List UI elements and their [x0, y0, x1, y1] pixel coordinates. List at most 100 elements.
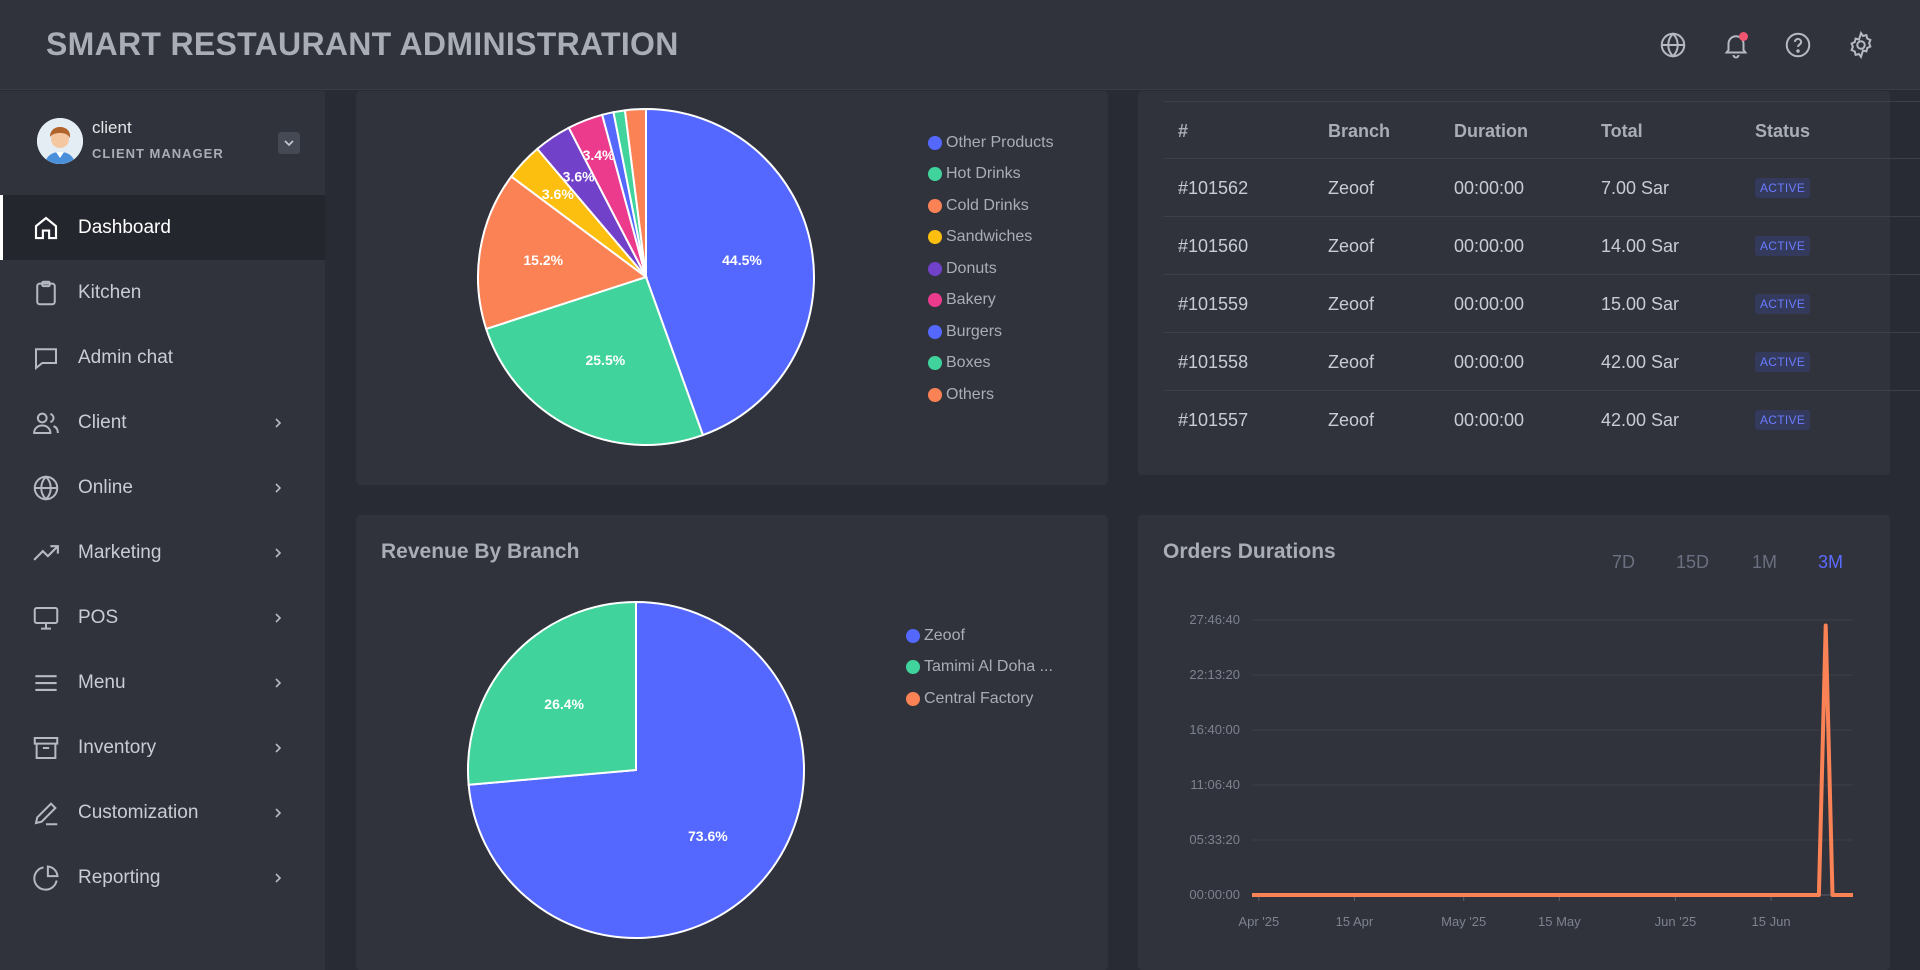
pie-slice-cold-drinks[interactable] [477, 175, 649, 331]
range-tab-3m[interactable]: 3M [1818, 552, 1844, 572]
order-branch: Zeoof [1328, 235, 1375, 256]
order-branch: Zeoof [1328, 409, 1375, 430]
sidebar-item-reporting[interactable]: Reporting [0, 845, 325, 910]
sidebar: client CLIENT MANAGER Dashboard Kitchen … [0, 91, 325, 970]
legend-item[interactable]: Others [928, 379, 1054, 411]
order-duration: 00:00:00 [1454, 293, 1525, 314]
sidebar-item-label: Kitchen [78, 281, 142, 303]
pie-slice-others[interactable] [623, 107, 647, 278]
sidebar-item-kitchen[interactable]: Kitchen [0, 260, 325, 325]
legend-item[interactable]: Zeoof [906, 620, 1053, 652]
range-tab-7d[interactable]: 7D [1612, 552, 1636, 572]
column-header-status: Status [1755, 120, 1811, 141]
legend-item[interactable]: Central Factory [906, 683, 1053, 715]
app-title: SMART RESTAURANT ADMINISTRATION [46, 26, 679, 62]
order-duration: 00:00:00 [1454, 177, 1525, 198]
table-row[interactable]: #101557 Zeoof 00:00:00 42.00 Sar ACTIVE [1163, 391, 1920, 449]
chevron-right-icon [271, 871, 285, 885]
legend-item[interactable]: Cold Drinks [928, 190, 1054, 222]
legend-label: Tamimi Al Doha ... [924, 658, 1053, 676]
order-branch: Zeoof [1328, 177, 1375, 198]
column-header-branch: Branch [1328, 120, 1391, 141]
pie-slice-burgers[interactable] [645, 107, 815, 437]
legend-label: Bakery [946, 291, 996, 309]
legend-marker [928, 261, 942, 276]
legend-item[interactable]: Tamimi Al Doha ... [906, 652, 1053, 684]
order-status: ACTIVE [1755, 217, 1811, 275]
order-id: #101558 [1178, 351, 1249, 372]
sidebar-item-admin-chat[interactable]: Admin chat [0, 325, 325, 390]
legend-item[interactable]: Burgers [928, 316, 1054, 348]
pie-slice-boxes[interactable] [484, 275, 705, 446]
pie-chart-icon [31, 863, 61, 893]
sidebar-item-label: Menu [78, 671, 126, 693]
pie-data-label: 44.5% [722, 252, 762, 268]
duration-series-line[interactable] [1252, 623, 1853, 897]
bell-icon[interactable] [1721, 30, 1751, 60]
sidebar-item-label: Marketing [78, 541, 162, 563]
legend-label: Burgers [946, 322, 1003, 340]
y-tick-label: 11:06:40 [1190, 777, 1240, 792]
sidebar-item-customization[interactable]: Customization [0, 780, 325, 845]
order-branch: Zeoof [1328, 351, 1375, 372]
legend-item[interactable]: Hot Drinks [928, 159, 1054, 191]
sidebar-item-inventory[interactable]: Inventory [0, 715, 325, 780]
sidebar-item-online[interactable]: Online [0, 455, 325, 520]
legend-item[interactable]: Bakery [928, 285, 1054, 317]
order-duration: 00:00:00 [1454, 351, 1525, 372]
sidebar-item-marketing[interactable]: Marketing [0, 520, 325, 585]
card-title: Revenue By Branch [381, 540, 580, 563]
gear-icon[interactable] [1846, 30, 1876, 60]
notification-dot [1739, 32, 1748, 41]
legend-item[interactable]: Boxes [928, 348, 1054, 380]
sidebar-item-client[interactable]: Client [0, 390, 325, 455]
help-icon[interactable] [1783, 30, 1813, 60]
order-status: ACTIVE [1755, 159, 1811, 217]
pie-data-label: 3.4% [583, 147, 615, 163]
sidebar-item-menu[interactable]: Menu [0, 650, 325, 715]
chevron-right-icon [271, 546, 285, 560]
legend-label: Zeoof [924, 626, 965, 644]
order-status: ACTIVE [1755, 391, 1811, 449]
sidebar-item-label: Dashboard [78, 216, 171, 238]
x-tick-label: 15 Jun [1752, 914, 1791, 929]
range-tab-1m[interactable]: 1M [1752, 552, 1778, 572]
pie-data-label: 3.6% [563, 169, 595, 185]
y-tick-label: 00:00:00 [1189, 887, 1240, 902]
archive-icon [31, 733, 61, 763]
orders-table-card: # Branch Duration Total Status #101562 Z… [1138, 91, 1920, 475]
pie-slice-tamimi-al-doha[interactable] [467, 600, 637, 786]
avatar[interactable] [37, 118, 83, 164]
chevron-right-icon [271, 741, 285, 755]
order-total: 42.00 Sar [1601, 351, 1680, 372]
user-role: CLIENT MANAGER [92, 146, 224, 161]
x-tick-label: Apr '25 [1238, 914, 1279, 929]
sidebar-nav: Dashboard Kitchen Admin chat Client Onli… [0, 195, 325, 910]
y-tick-label: 05:33:20 [1189, 832, 1240, 847]
legend-item[interactable]: Sandwiches [928, 222, 1054, 254]
chevron-down-icon [284, 140, 294, 147]
globe-icon[interactable] [1658, 30, 1688, 60]
table-row[interactable]: #101559 Zeoof 00:00:00 15.00 Sar ACTIVE [1163, 275, 1920, 333]
order-id: #101559 [1178, 293, 1249, 314]
sidebar-item-label: Inventory [78, 736, 157, 758]
legend-marker [928, 324, 942, 339]
sidebar-item-dashboard[interactable]: Dashboard [0, 195, 325, 260]
user-profile: client CLIENT MANAGER [0, 91, 325, 195]
legend-label: Donuts [946, 259, 997, 277]
user-menu-toggle[interactable] [278, 132, 300, 154]
table-row[interactable]: #101562 Zeoof 00:00:00 7.00 Sar ACTIVE [1163, 159, 1920, 217]
legend-item[interactable]: Other Products [928, 127, 1054, 159]
category-pie-chart: 44.5% 25.5% 15.2% 3.6%3.6% 3.4% [477, 107, 815, 446]
legend-item[interactable]: Donuts [928, 253, 1054, 285]
legend-marker [928, 167, 942, 182]
legend-label: Cold Drinks [946, 196, 1029, 214]
legend-marker [928, 198, 942, 213]
column-header-duration: Duration [1454, 120, 1528, 141]
table-row[interactable]: #101558 Zeoof 00:00:00 42.00 Sar ACTIVE [1163, 333, 1920, 391]
order-duration: 00:00:00 [1454, 235, 1525, 256]
legend-label: Hot Drinks [946, 165, 1021, 183]
table-row[interactable]: #101560 Zeoof 00:00:00 14.00 Sar ACTIVE [1163, 217, 1920, 275]
range-tab-15d[interactable]: 15D [1676, 552, 1710, 572]
sidebar-item-pos[interactable]: POS [0, 585, 325, 650]
